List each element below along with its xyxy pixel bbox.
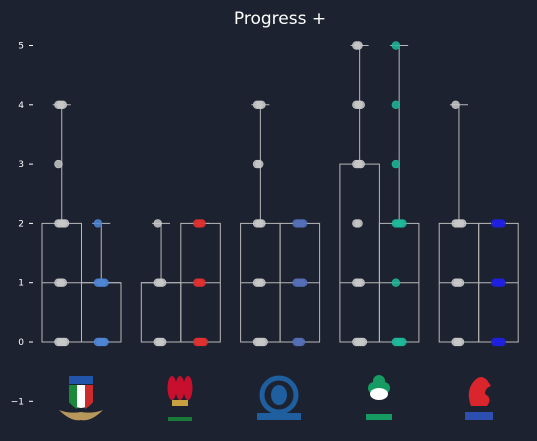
scotland-ribbon: [257, 413, 301, 420]
y-tick-label: 5: [18, 42, 24, 52]
box-body: [339, 163, 380, 343]
italy-red: [85, 385, 93, 409]
data-point: [153, 219, 162, 228]
data-point: [391, 41, 401, 50]
data-point: [58, 100, 68, 110]
data-point: [391, 100, 401, 110]
wales-coronet: [172, 400, 188, 406]
data-point: [354, 41, 363, 50]
data-point: [255, 159, 264, 169]
data-point: [100, 278, 109, 287]
box-group-ireland: [339, 41, 420, 347]
ireland-ball: [370, 388, 388, 400]
italy-green: [69, 385, 77, 409]
scotland-thistle-ring: [259, 375, 299, 415]
y-tick-label: 4: [18, 101, 24, 111]
data-point: [391, 159, 401, 169]
y-axis: −1 0 1 2 3 4 5: [11, 42, 33, 407]
data-point: [157, 278, 167, 287]
wales-feather: [167, 376, 177, 400]
box-group-france: [438, 100, 519, 347]
data-point: [298, 219, 308, 228]
wales-base: [168, 417, 192, 421]
data-point: [458, 219, 467, 228]
scotland-thistle: [271, 385, 287, 405]
y-tick-label: 1: [18, 279, 24, 289]
data-point: [497, 278, 506, 287]
box-body: [81, 282, 122, 343]
data-point: [197, 278, 206, 287]
italy-laurel: [59, 410, 103, 421]
box-group-scotland: [240, 100, 321, 347]
data-point: [197, 219, 206, 228]
data-point: [497, 337, 506, 347]
data-point: [60, 219, 70, 228]
data-point: [60, 337, 70, 347]
scotland-logo: [257, 375, 301, 420]
ireland-wordmark: [366, 414, 392, 420]
data-point: [100, 337, 109, 347]
data-point: [93, 219, 103, 228]
france-logo: [465, 377, 493, 420]
box-group-wales: [140, 219, 221, 347]
y-tick-label: 0: [18, 338, 24, 348]
y-tick-label: 3: [18, 160, 24, 170]
data-point: [356, 159, 365, 169]
italy-banner: [69, 376, 93, 384]
data-point: [358, 337, 368, 347]
data-point: [497, 219, 506, 228]
data-point: [354, 219, 363, 228]
box-body: [140, 282, 182, 343]
box-group-italy: [41, 100, 122, 347]
y-tick-label: 2: [18, 219, 24, 229]
data-point: [356, 100, 365, 110]
wales-feather: [183, 376, 193, 400]
france-rooster: [468, 377, 491, 406]
data-point: [398, 337, 407, 347]
data-point: [398, 219, 407, 228]
data-point: [257, 100, 266, 110]
ireland-leaf: [373, 375, 385, 387]
france-wordmark: [465, 412, 493, 420]
y-tick-label: −1: [11, 397, 24, 407]
ireland-logo: [366, 375, 392, 420]
chart-title: Progress +: [234, 9, 326, 29]
italy-logo: [59, 376, 103, 421]
wales-logo: [167, 376, 193, 421]
plot-area: [41, 41, 519, 347]
data-point: [259, 337, 268, 347]
data-point: [199, 337, 209, 347]
data-point: [58, 278, 68, 287]
data-point: [296, 337, 306, 347]
data-point: [298, 278, 308, 287]
data-point: [391, 278, 401, 287]
data-point: [451, 100, 460, 110]
data-point: [157, 337, 167, 347]
data-point: [356, 278, 365, 287]
data-point: [257, 219, 266, 228]
data-point: [257, 278, 266, 287]
data-point: [455, 278, 465, 287]
team-logos: [59, 375, 493, 421]
data-point: [455, 337, 465, 347]
data-point: [54, 159, 63, 169]
wales-feather: [175, 376, 185, 400]
